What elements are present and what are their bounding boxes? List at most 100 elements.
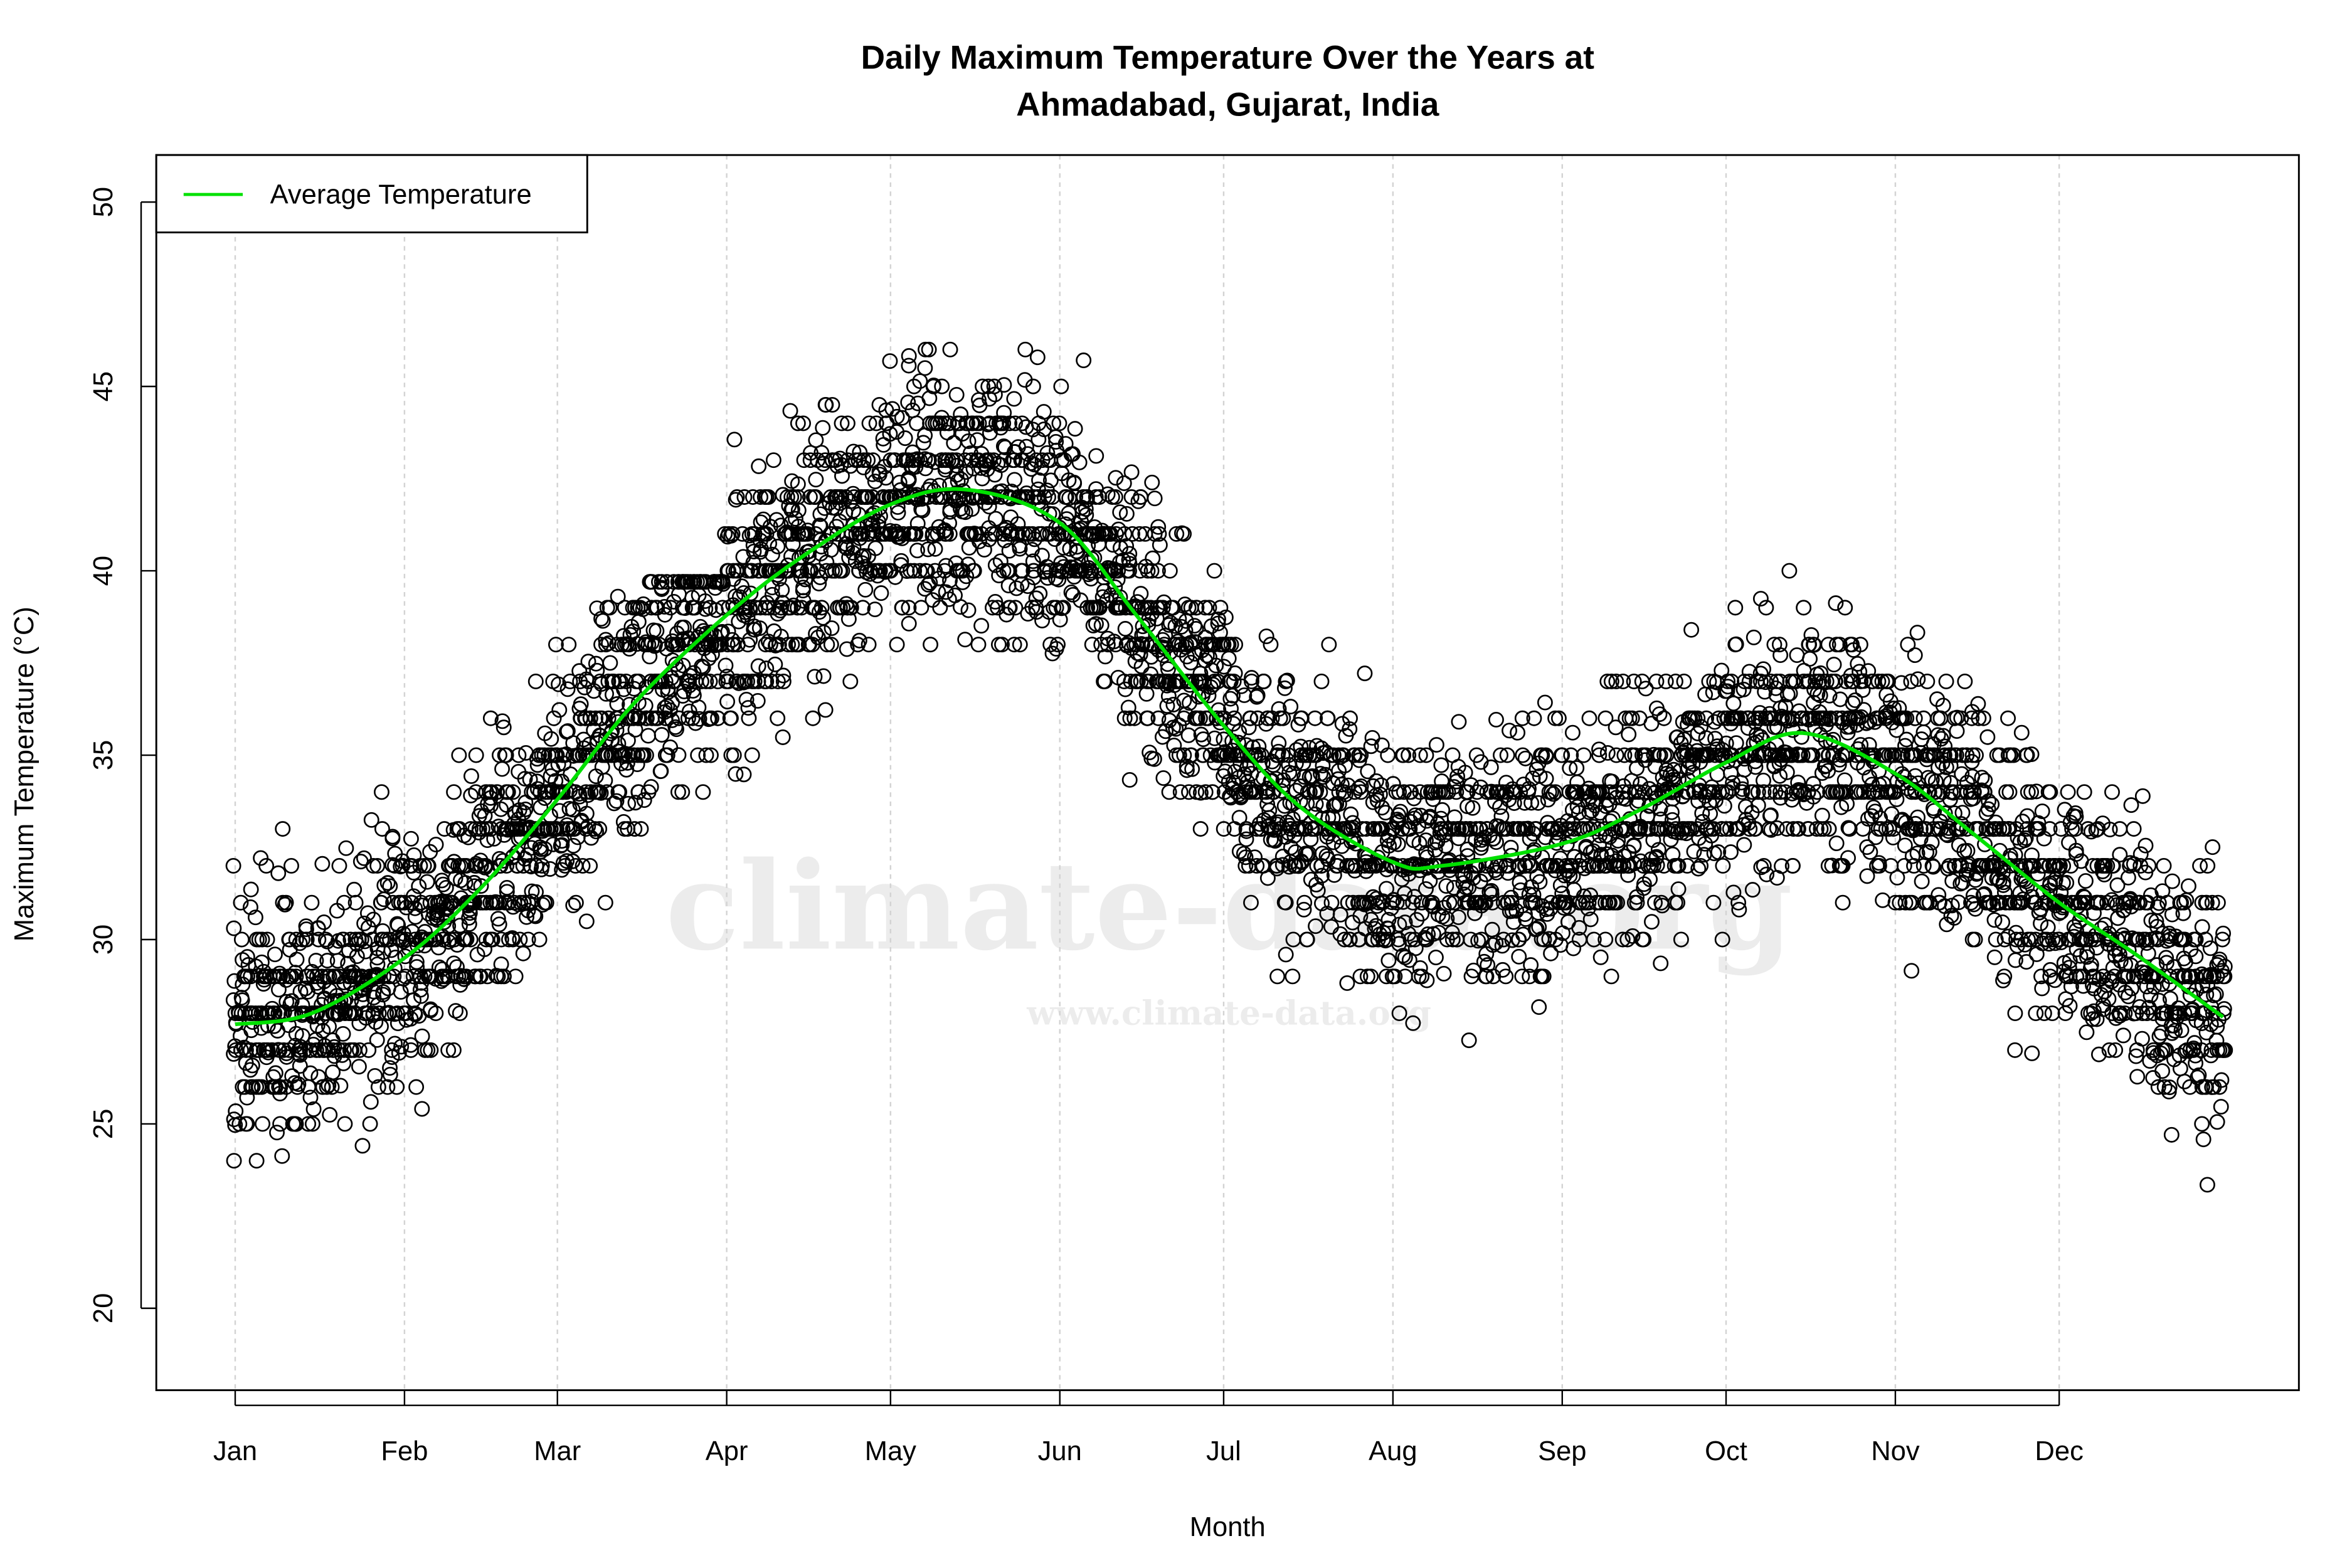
data-point	[462, 905, 478, 921]
data-point	[239, 1116, 255, 1132]
data-point	[926, 377, 942, 393]
data-point	[1012, 541, 1028, 557]
data-point	[908, 526, 924, 542]
data-point	[562, 673, 578, 689]
data-point	[536, 821, 553, 837]
data-point	[2134, 788, 2151, 804]
data-point	[2115, 1027, 2131, 1044]
data-point	[882, 353, 898, 369]
data-point	[322, 1106, 338, 1123]
data-point	[428, 837, 444, 852]
data-point	[712, 625, 729, 641]
data-point	[1802, 650, 1818, 667]
data-point	[1357, 665, 1373, 682]
data-point	[728, 492, 744, 508]
data-point	[233, 894, 249, 911]
data-point	[970, 637, 987, 653]
data-point	[267, 946, 283, 963]
data-point	[750, 692, 766, 709]
data-point	[819, 637, 835, 653]
data-point	[316, 914, 332, 930]
data-point	[531, 931, 548, 948]
data-point	[909, 543, 925, 559]
data-point	[940, 452, 956, 469]
data-point	[440, 1042, 457, 1058]
data-point	[384, 830, 401, 847]
data-point	[991, 568, 1007, 584]
data-point	[1172, 784, 1189, 800]
data-point	[1581, 710, 1597, 726]
data-point	[1140, 710, 1156, 726]
data-point	[1727, 600, 1744, 616]
data-point	[638, 710, 654, 726]
data-point	[815, 420, 831, 436]
data-point	[499, 797, 515, 813]
data-point	[1676, 673, 1692, 689]
data-point	[233, 931, 250, 948]
data-point	[718, 657, 734, 674]
data-point	[805, 710, 821, 726]
data-point	[808, 472, 824, 488]
data-point	[1809, 784, 1825, 800]
data-point	[1212, 625, 1228, 641]
data-point	[857, 581, 874, 598]
data-point	[1088, 448, 1104, 464]
data-point	[2036, 1005, 2052, 1022]
data-point	[827, 563, 843, 579]
data-point	[1183, 747, 1199, 763]
data-point	[515, 857, 531, 874]
data-point	[446, 955, 462, 972]
data-point	[317, 931, 334, 948]
data-point	[419, 874, 435, 890]
data-point	[517, 801, 534, 817]
data-point	[714, 600, 731, 616]
data-point	[735, 549, 751, 565]
data-point	[593, 637, 610, 653]
data-point	[758, 673, 775, 689]
data-point	[242, 899, 258, 915]
data-point	[1201, 600, 1217, 616]
data-point	[1048, 433, 1064, 450]
data-point	[1046, 600, 1062, 616]
data-point	[1828, 835, 1845, 852]
data-point	[914, 526, 930, 542]
data-point	[973, 618, 990, 634]
data-point	[1032, 585, 1048, 601]
data-point	[838, 489, 854, 505]
data-point	[782, 403, 798, 419]
data-point	[659, 574, 675, 590]
data-point	[1225, 687, 1241, 704]
data-point	[2000, 710, 2016, 726]
data-point	[659, 747, 675, 763]
data-point	[542, 861, 558, 877]
data-point	[936, 415, 953, 432]
data-point	[1510, 724, 1526, 741]
data-point	[938, 584, 954, 600]
data-point	[616, 681, 632, 697]
data-point	[894, 600, 910, 616]
data-point	[710, 710, 726, 726]
data-point	[580, 818, 596, 834]
data-point	[1053, 378, 1069, 395]
data-point	[319, 933, 336, 950]
data-point	[374, 821, 390, 837]
data-point	[914, 502, 931, 519]
data-point	[532, 799, 549, 815]
data-point	[264, 1042, 280, 1058]
data-point	[1133, 586, 1149, 602]
data-point	[417, 1042, 433, 1058]
data-point	[834, 415, 850, 432]
data-point	[428, 1005, 444, 1022]
data-point	[332, 1078, 349, 1094]
data-point	[391, 1045, 407, 1061]
data-point	[456, 968, 472, 985]
data-point	[554, 862, 570, 878]
data-point	[996, 377, 1012, 393]
data-point	[719, 694, 736, 710]
data-point	[498, 747, 514, 763]
data-point	[1192, 710, 1208, 726]
data-point	[365, 857, 381, 874]
data-point	[500, 784, 516, 800]
data-point	[1131, 526, 1148, 542]
data-point	[310, 931, 327, 948]
